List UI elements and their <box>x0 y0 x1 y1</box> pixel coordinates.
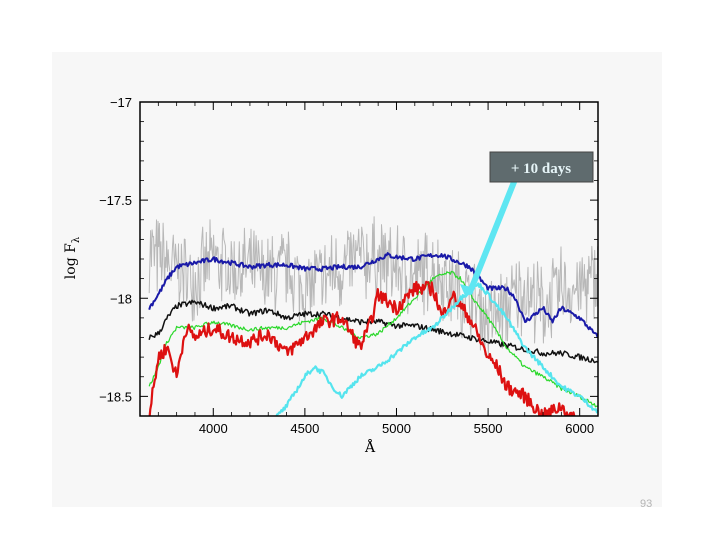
y-axis-label-subscript: λ <box>71 236 82 243</box>
series-line-5 <box>148 280 576 416</box>
y-tick-label-0: −17 <box>110 95 132 110</box>
x-axis-label: Å <box>364 438 376 456</box>
series-layer <box>148 216 598 416</box>
series-line-6 <box>275 282 598 416</box>
x-tick-label-6000: 6000 <box>565 421 594 436</box>
y-tick-label-3: −18.5 <box>99 389 132 404</box>
ticks-layer: 4000 4500 5000 5500 6000 −17 −17.5 −18 −18.5 <box>99 95 599 436</box>
page-number: 93 <box>640 498 653 510</box>
x-tick-label-5500: 5500 <box>474 421 503 436</box>
series-line-4 <box>148 270 598 408</box>
y-tick-label-1: −17.5 <box>99 193 132 208</box>
callout-label: + 10 days <box>511 161 571 177</box>
x-tick-label-4000: 4000 <box>199 421 228 436</box>
callout-arrowhead <box>460 284 474 298</box>
callout-arrow <box>467 179 517 295</box>
y-axis-label: log Fλ <box>63 236 82 279</box>
callout-box <box>489 151 594 183</box>
series-line-2 <box>148 252 598 338</box>
x-tick-label-4500: 4500 <box>290 421 319 436</box>
y-axis-label-main: log F <box>63 243 79 279</box>
x-tick-label-5000: 5000 <box>382 421 411 436</box>
y-tick-label-2: −18 <box>110 291 132 306</box>
